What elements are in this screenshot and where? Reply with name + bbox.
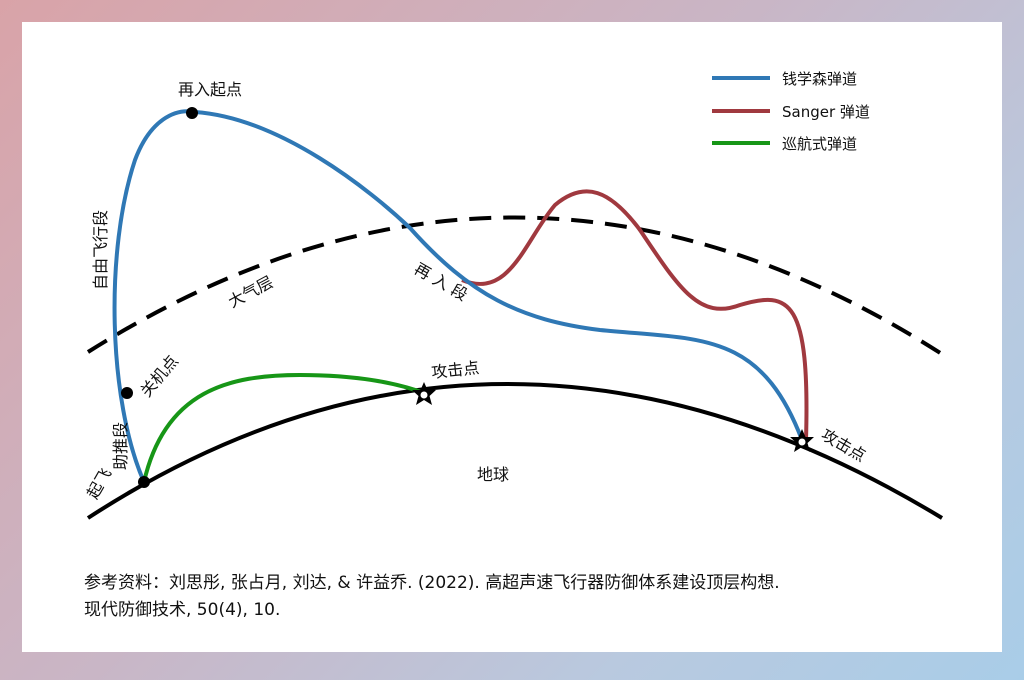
earth-label: 地球 (477, 465, 509, 484)
sanger-trajectory (461, 189, 809, 441)
atmosphere-boundary (86, 215, 950, 360)
attack-point-star-1 (412, 382, 436, 405)
reentry-start-label: 再入起点 (178, 80, 242, 99)
burnout-label: 关机点 (137, 352, 182, 401)
attack-point-star-2 (790, 429, 814, 452)
legend: 钱学森弹道 Sanger 弹道 巡航式弹道 (712, 70, 870, 153)
reentry-segment-label: 再 入 段 (411, 259, 471, 305)
takeoff-point (138, 476, 150, 488)
reference-line-2: 现代防御技术, 50(4), 10. (84, 600, 281, 620)
legend-label-cruise: 巡航式弹道 (782, 135, 857, 153)
qian-xuesen-trajectory (112, 109, 804, 483)
cruise-trajectory (142, 372, 425, 483)
earth-surface (86, 382, 944, 520)
burnout-point (121, 387, 133, 399)
legend-label-qian: 钱学森弹道 (782, 70, 857, 88)
reentry-start-point (186, 107, 198, 119)
reference-citation: 参考资料：刘思彤, 张占月, 刘达, & 许益乔. (2022). 高超声速飞行… (84, 570, 964, 624)
reference-line-1: 参考资料：刘思彤, 张占月, 刘达, & 许益乔. (2022). 高超声速飞行… (84, 573, 780, 593)
boost-label: 助推段 (111, 422, 130, 470)
diagram-panel (22, 22, 1002, 652)
attack-point-1-label: 攻击点 (430, 358, 480, 382)
free-flight-label: 自由飞行段 (91, 210, 110, 290)
legend-label-sanger: Sanger 弹道 (782, 103, 870, 121)
atmosphere-label: 大气层 (225, 272, 276, 311)
attack-point-2-label: 攻击点 (818, 425, 869, 465)
